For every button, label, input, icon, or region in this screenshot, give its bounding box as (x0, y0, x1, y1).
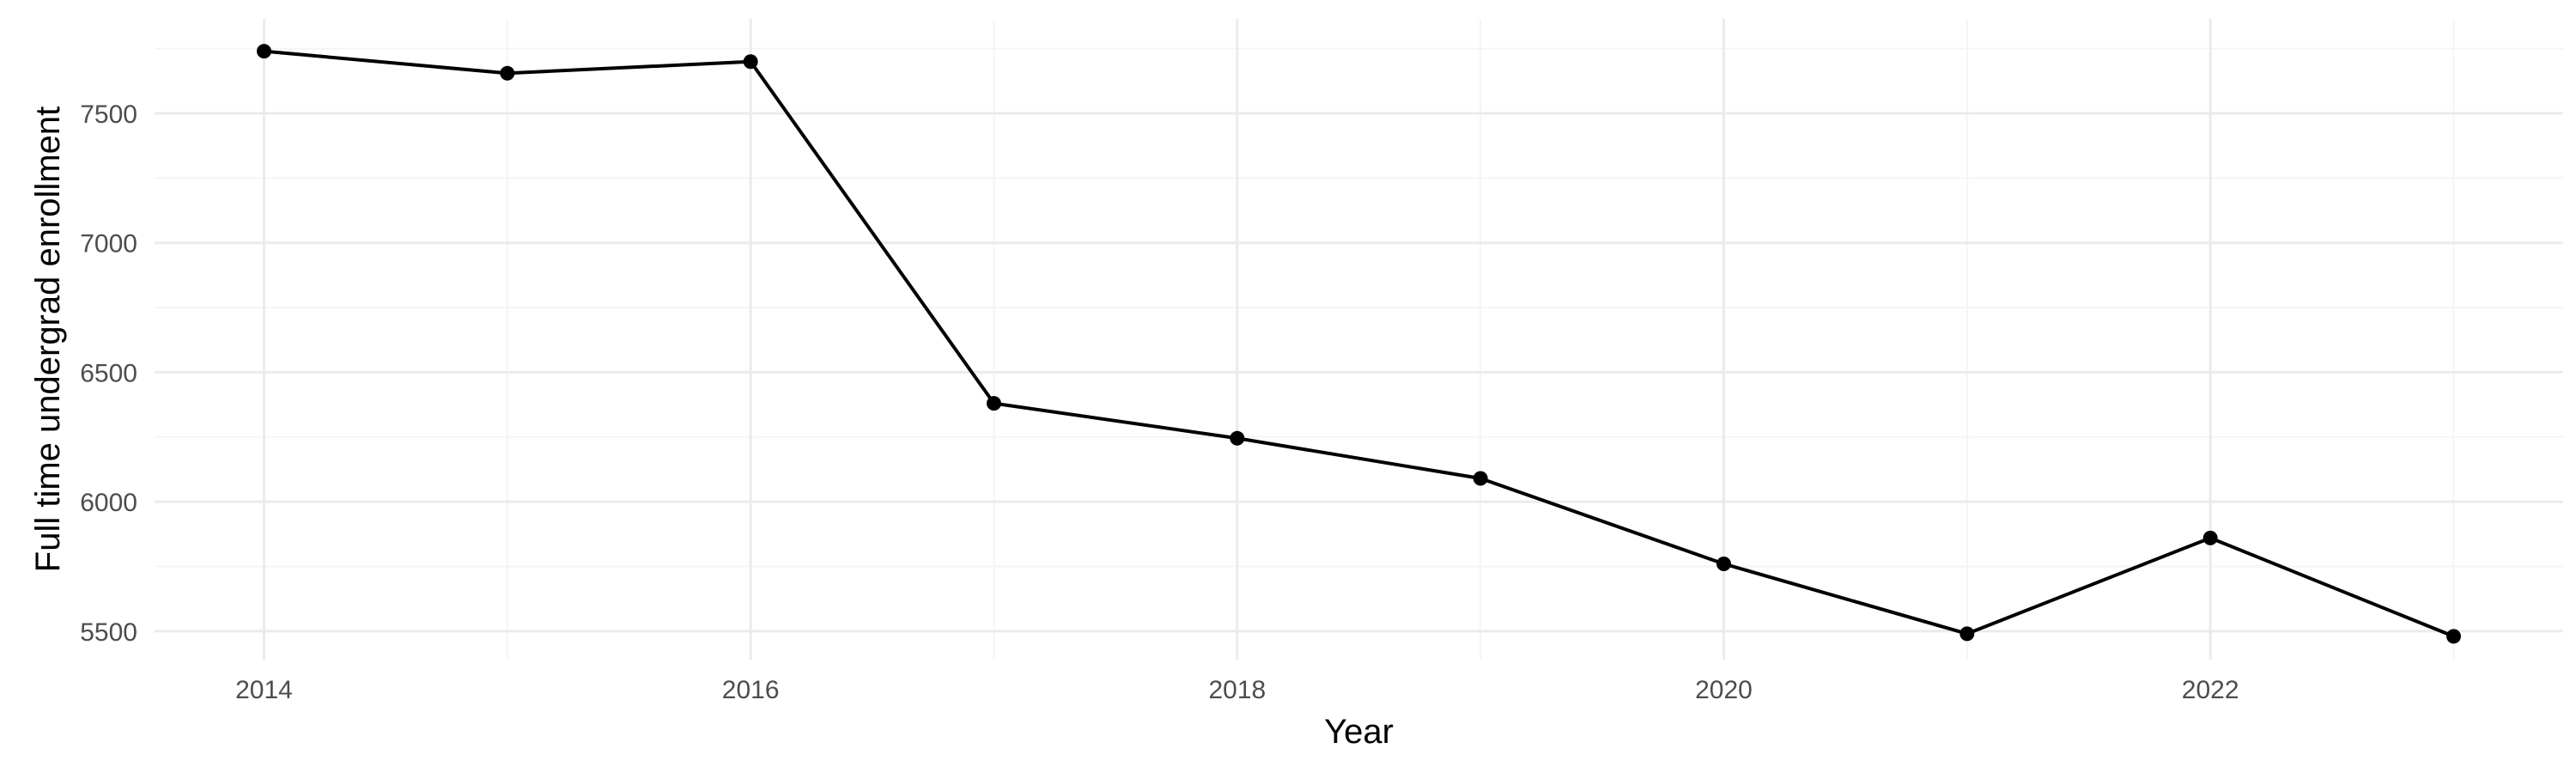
y-tick-label: 7000 (80, 230, 137, 259)
y-tick-label: 6000 (80, 489, 137, 517)
x-axis-tick-labels: 2014 2016 2018 2020 2022 (235, 676, 2239, 704)
y-tick-label: 6500 (80, 359, 137, 387)
data-point (1230, 430, 1245, 446)
y-axis-tick-labels: 5500 6000 6500 7000 7500 (80, 100, 137, 647)
series-layer (257, 44, 2461, 644)
x-tick-label: 2014 (235, 676, 293, 704)
data-point (1959, 626, 1975, 642)
x-tick-label: 2018 (1208, 676, 1266, 704)
y-tick-label: 7500 (80, 100, 137, 129)
data-point (500, 65, 515, 81)
x-tick-label: 2020 (1695, 676, 1753, 704)
data-point (1716, 556, 1731, 571)
y-tick-label: 5500 (80, 618, 137, 647)
data-point (987, 396, 1001, 411)
data-point (743, 54, 758, 70)
data-point (257, 44, 271, 59)
major-gridlines (155, 19, 2563, 660)
x-tick-label: 2016 (722, 676, 780, 704)
data-point (2202, 530, 2218, 545)
series-line (264, 49, 2455, 638)
data-point (2446, 629, 2461, 644)
minor-gridlines (155, 19, 2563, 660)
x-axis-title: Year (1324, 713, 1394, 751)
x-tick-label: 2022 (2182, 676, 2239, 704)
data-point (1473, 471, 1488, 486)
y-axis-title: Full time undergrad enrollment (29, 107, 67, 572)
